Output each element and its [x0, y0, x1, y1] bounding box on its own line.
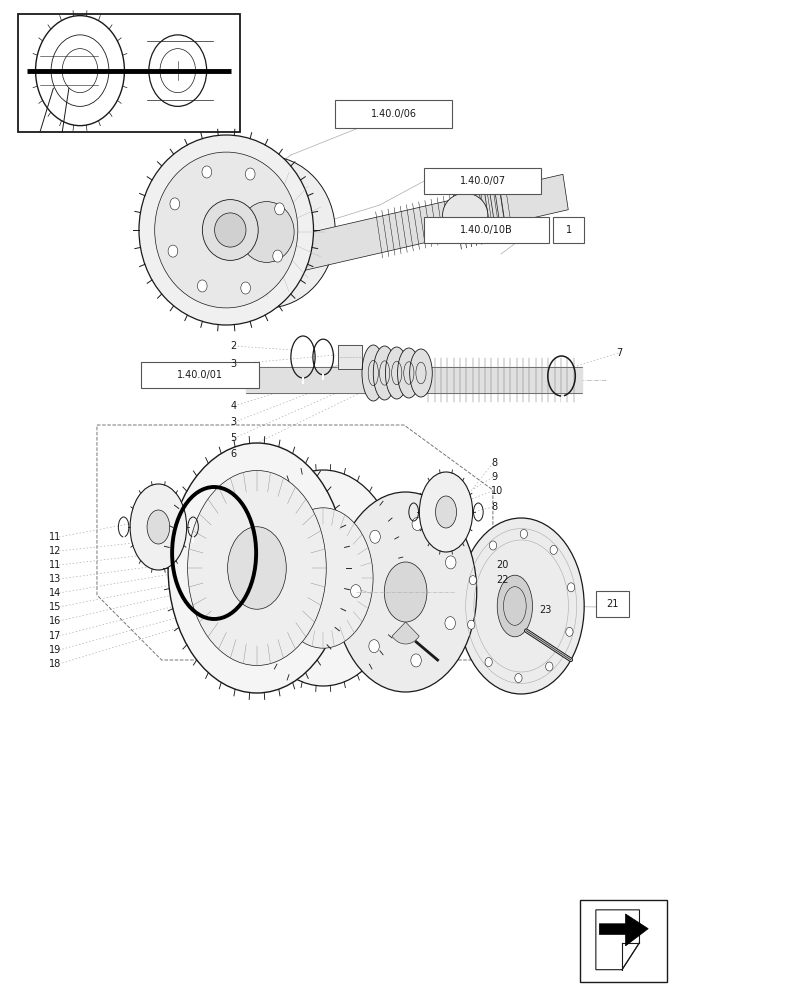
Ellipse shape: [373, 346, 396, 400]
Ellipse shape: [187, 471, 326, 666]
Ellipse shape: [215, 213, 246, 247]
Circle shape: [468, 620, 475, 629]
Bar: [335, 100, 452, 128]
Circle shape: [273, 250, 283, 262]
Circle shape: [370, 530, 381, 543]
Text: 6: 6: [230, 449, 237, 459]
Circle shape: [351, 585, 361, 598]
Text: 5: 5: [230, 433, 237, 443]
Text: 1.40.0/01: 1.40.0/01: [177, 370, 223, 380]
Text: 10: 10: [491, 486, 503, 496]
Ellipse shape: [239, 202, 294, 262]
Ellipse shape: [458, 518, 584, 694]
Text: 15: 15: [49, 602, 61, 612]
Text: 4: 4: [230, 401, 237, 411]
Ellipse shape: [410, 349, 432, 397]
Circle shape: [490, 541, 497, 550]
Bar: [141, 362, 259, 388]
Ellipse shape: [385, 347, 408, 399]
Text: 17: 17: [49, 631, 61, 641]
Text: 9: 9: [491, 472, 498, 482]
Text: 12: 12: [49, 546, 61, 556]
Bar: [424, 168, 541, 194]
Circle shape: [241, 282, 250, 294]
Ellipse shape: [154, 152, 298, 308]
Text: 1: 1: [566, 225, 572, 235]
Ellipse shape: [202, 200, 259, 260]
Ellipse shape: [443, 193, 488, 237]
Ellipse shape: [419, 472, 473, 552]
Circle shape: [410, 654, 421, 667]
Text: 14: 14: [49, 588, 61, 598]
Circle shape: [567, 583, 574, 592]
Wedge shape: [392, 622, 419, 644]
Bar: [338, 345, 362, 369]
Bar: [596, 591, 629, 617]
Circle shape: [275, 203, 284, 215]
Circle shape: [550, 545, 558, 554]
Text: 11: 11: [49, 532, 61, 542]
Circle shape: [485, 658, 492, 667]
Circle shape: [170, 198, 179, 210]
Ellipse shape: [436, 496, 457, 528]
Circle shape: [202, 166, 212, 178]
Text: 13: 13: [49, 574, 61, 584]
Ellipse shape: [273, 508, 373, 648]
Ellipse shape: [385, 562, 427, 622]
Circle shape: [520, 529, 528, 538]
Circle shape: [566, 627, 573, 636]
Text: 8: 8: [491, 458, 498, 468]
Text: 21: 21: [606, 599, 619, 609]
Ellipse shape: [335, 492, 477, 692]
Text: 22: 22: [496, 575, 508, 585]
Circle shape: [197, 280, 207, 292]
Ellipse shape: [246, 470, 400, 686]
Circle shape: [246, 168, 255, 180]
Text: 20: 20: [496, 560, 508, 570]
Text: 7: 7: [616, 348, 622, 358]
Circle shape: [445, 617, 456, 630]
Circle shape: [445, 556, 456, 569]
Polygon shape: [276, 174, 568, 276]
Text: 3: 3: [230, 417, 237, 427]
Ellipse shape: [398, 348, 420, 398]
Circle shape: [168, 245, 178, 257]
Bar: [18, 14, 240, 132]
Ellipse shape: [228, 527, 286, 609]
Circle shape: [469, 576, 477, 585]
Circle shape: [515, 674, 522, 683]
Text: 16: 16: [49, 616, 61, 626]
Text: 1.40.0/06: 1.40.0/06: [371, 109, 417, 119]
Text: 3: 3: [230, 359, 237, 369]
Text: 18: 18: [49, 659, 61, 669]
Polygon shape: [595, 910, 639, 970]
Circle shape: [545, 662, 553, 671]
Polygon shape: [600, 914, 648, 946]
Text: 8: 8: [491, 502, 498, 512]
Text: 23: 23: [540, 605, 552, 615]
Text: 11: 11: [49, 560, 61, 570]
Text: 2: 2: [230, 341, 237, 351]
Ellipse shape: [362, 345, 385, 401]
Bar: [553, 217, 584, 243]
Ellipse shape: [130, 484, 187, 570]
Text: 19: 19: [49, 645, 61, 655]
Ellipse shape: [139, 135, 314, 325]
Bar: [424, 217, 549, 243]
Circle shape: [412, 517, 423, 530]
Ellipse shape: [497, 575, 532, 637]
Circle shape: [368, 640, 379, 653]
Text: 1.40.0/10B: 1.40.0/10B: [461, 225, 513, 235]
Bar: [580, 900, 667, 982]
Text: 1.40.0/07: 1.40.0/07: [460, 176, 506, 186]
Ellipse shape: [198, 156, 335, 308]
Ellipse shape: [168, 443, 346, 693]
Ellipse shape: [147, 510, 170, 544]
